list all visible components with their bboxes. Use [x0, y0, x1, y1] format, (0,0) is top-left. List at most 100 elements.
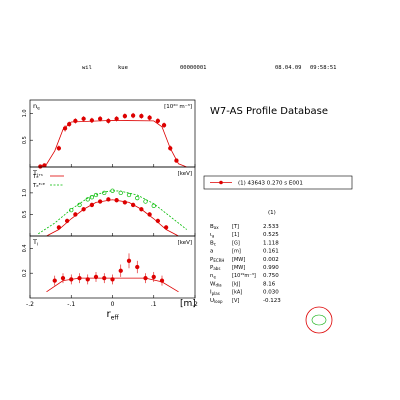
data-point [151, 274, 156, 280]
y-unit: [keV] [178, 240, 192, 246]
x-tick-label: .1 [151, 301, 157, 308]
x-label: reff [107, 309, 120, 322]
param-name: Bc [210, 240, 216, 246]
data-point [143, 199, 148, 204]
fit-line [38, 119, 187, 168]
param-unit: [MW] [232, 257, 245, 263]
data-point [139, 113, 144, 119]
param-value: 0.002 [263, 257, 279, 263]
header-number: 00000001 [180, 65, 207, 71]
param-symbol: P [210, 257, 214, 263]
param-value: 0.161 [263, 249, 279, 255]
header-user: wil [82, 65, 92, 71]
param-symbol: a [210, 249, 213, 255]
param-name: Uloop [210, 298, 223, 304]
data-point [122, 113, 128, 119]
param-subscript: abs [213, 266, 220, 271]
param-unit: [10¹⁹m⁻³] [232, 273, 256, 279]
y-unit: [keV] [178, 171, 192, 177]
param-unit: [m] [232, 249, 241, 255]
title: W7-AS Profile Database [210, 106, 328, 117]
data-point [161, 123, 167, 128]
y-unit: [10²⁰ m⁻³] [164, 103, 192, 110]
x-unit: [m] [180, 299, 196, 309]
x-tick-label: -.1 [67, 301, 75, 308]
data-point [69, 207, 74, 213]
data-point [155, 118, 161, 124]
legend-text: (1) 43643 0.270 s E001 [238, 181, 303, 187]
data-point [102, 190, 107, 196]
data-point [126, 192, 132, 198]
y-label-sub: i [37, 242, 38, 248]
x-label-sub: eff [111, 315, 120, 322]
param-unit: [MW] [232, 265, 245, 271]
param-unit: [kA] [232, 290, 242, 296]
param-name: PECRH [210, 257, 224, 263]
param-subscript: c [214, 242, 216, 247]
y-label-main: T [32, 169, 37, 177]
param-value: 8.16 [263, 281, 276, 287]
param-symbol: n [210, 273, 214, 279]
param-subscript: plas [212, 291, 220, 296]
data-point [126, 258, 132, 263]
param-value: 2.533 [263, 224, 279, 230]
param-value: 0.525 [263, 232, 279, 238]
y-tick-label: 0.4 [22, 244, 28, 252]
y-tick-label: 0.2 [22, 269, 28, 277]
data-point [77, 202, 82, 208]
param-unit: [T] [232, 224, 239, 230]
data-point [60, 276, 66, 281]
data-point [118, 268, 123, 273]
param-symbol: ι [210, 232, 212, 238]
data-point [93, 192, 99, 198]
param-subscript: ax [214, 225, 219, 230]
param-subscript: a [212, 233, 215, 238]
logo-ellipse [311, 314, 327, 326]
header-date: 08.04.09 [275, 65, 302, 71]
param-symbol: I [210, 290, 212, 296]
data-point [62, 126, 68, 131]
y-label: Ti [32, 238, 38, 248]
header-program: kue [118, 65, 128, 71]
logo [305, 306, 333, 334]
param-subscript: loop [214, 299, 223, 304]
legend-box [203, 175, 353, 190]
param-name: a [210, 249, 213, 255]
x-tick-label: 0 [111, 301, 115, 308]
param-value: 0.990 [263, 265, 279, 271]
param-unit: [G] [232, 240, 240, 246]
y-label-sub: e [37, 107, 40, 112]
param-subscript: ECRH [213, 258, 224, 263]
y-tick-label: 0.5 [22, 210, 28, 218]
param-name: ιa [210, 232, 215, 238]
y-label-sub: i [37, 173, 38, 179]
param-unit: [kJ] [232, 281, 240, 287]
header-time: 09:58:51 [310, 65, 337, 71]
param-subscript: dia [215, 283, 222, 288]
data-point [81, 116, 86, 121]
fit-line [46, 277, 179, 293]
param-symbol: B [210, 240, 214, 246]
param-unit: [V] [232, 298, 239, 304]
data-point [130, 113, 136, 118]
fit-line [46, 199, 179, 237]
y-label: Ti [32, 169, 38, 179]
y-tick-label: 1.0 [22, 189, 28, 197]
param-value: -0.123 [263, 298, 281, 304]
param-name: Iplas [210, 290, 220, 296]
data-point [97, 116, 103, 121]
data-point [135, 195, 140, 201]
data-point [135, 264, 140, 270]
column-index: (1) [268, 210, 276, 216]
param-name: Pabs [210, 265, 220, 271]
fit-line [38, 190, 187, 235]
param-value: 1.118 [263, 240, 279, 246]
param-symbol: B [210, 224, 214, 230]
y-tick-label: 0.5 [22, 136, 28, 144]
logo-circle [305, 306, 333, 334]
data-point [122, 200, 128, 205]
x-tick-label: .2 [192, 301, 198, 308]
data-point [56, 146, 62, 151]
